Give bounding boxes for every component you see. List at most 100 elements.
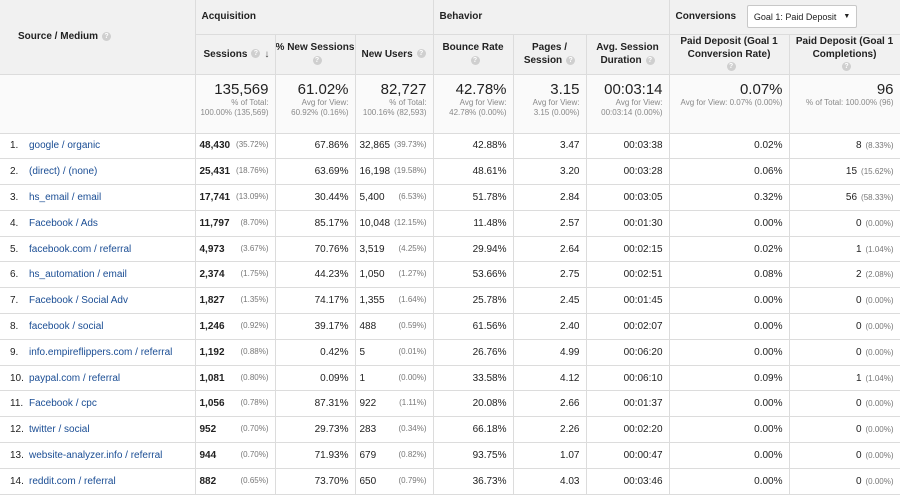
table-row: 3. hs_email / email 17,741 (13.09%) 30.44%… (0, 184, 900, 211)
help-icon[interactable]: ? (470, 55, 480, 65)
goal-dropdown[interactable]: Goal 1: Paid Deposit ▼ (746, 5, 858, 29)
sessions-value: 11,797 (199, 217, 230, 229)
sessions-value: 25,431 (199, 166, 231, 178)
completions-percent: (0.00%) (865, 476, 894, 486)
sessions-header-label: Sessions (203, 48, 248, 60)
new-sessions-header[interactable]: % New Sessions? (275, 33, 356, 75)
source-medium-link[interactable]: website-analyzer.info / referral (29, 449, 163, 461)
pages-session-cell: 1.07 (513, 442, 587, 469)
new-users-header-label: New Users (361, 48, 413, 60)
avg-duration-cell: 00:00:47 (586, 442, 670, 469)
row-number: 7. (10, 295, 19, 307)
source-medium-link[interactable]: Facebook / Social Adv (29, 295, 128, 307)
avg-duration-cell: 00:01:30 (586, 210, 670, 237)
completions-percent: (58.33%) (861, 192, 894, 202)
totals-new-users: 82,727% of Total: 100.16% (82,593) (355, 74, 434, 134)
table-row: 2. (direct) / (none) 25,431 (18.76%) 63.69… (0, 158, 900, 186)
pages-session-cell: 4.03 (513, 468, 587, 495)
new-users-header[interactable]: New Users? (355, 33, 434, 75)
bounce-rate-header[interactable]: Bounce Rate? (433, 33, 514, 75)
completions-cell: 15 (15.62%) (789, 158, 900, 186)
conversion-rate-cell: 0.00% (669, 339, 790, 366)
source-medium-link[interactable]: Facebook / Ads (29, 217, 98, 229)
help-icon[interactable]: ? (312, 55, 322, 65)
sessions-cell: 1,056 (0.78%) (195, 390, 276, 418)
source-medium-link[interactable]: Facebook / cpc (29, 398, 97, 410)
source-cell: 11. Facebook / cpc (0, 390, 196, 418)
row-number: 10. (10, 372, 24, 384)
completions-header[interactable]: Paid Deposit (Goal 1 Completions)? (789, 33, 900, 75)
help-icon[interactable]: ? (566, 55, 576, 65)
source-medium-link[interactable]: (direct) / (none) (29, 166, 98, 178)
sessions-header[interactable]: Sessions? ↓ (195, 33, 276, 75)
totals-completions-value: 96 (876, 80, 894, 98)
new-sessions-cell: 85.17% (275, 210, 356, 237)
completions-percent: (1.04%) (865, 373, 894, 383)
completions-value: 56 (845, 191, 858, 203)
completions-percent: (0.00%) (865, 321, 894, 331)
totals-bounce-sub: Avg for View: 42.78% (0.00%) (449, 97, 507, 117)
source-medium-link[interactable]: info.empireflippers.com / referral (29, 346, 173, 358)
completions-cell: 0 (0.00%) (789, 339, 900, 366)
source-medium-link[interactable]: facebook.com / referral (29, 243, 132, 255)
new-sessions-cell: 70.76% (275, 236, 356, 263)
help-icon[interactable]: ? (645, 55, 655, 65)
sessions-percent: (0.65%) (240, 475, 269, 485)
conversion-rate-cell: 0.00% (669, 390, 790, 418)
table-row: 12. twitter / social 952 (0.70%) 29.73% 28… (0, 416, 900, 444)
source-cell: 3. hs_email / email (0, 184, 196, 211)
help-icon[interactable]: ? (726, 62, 736, 72)
completions-cell: 0 (0.00%) (789, 287, 900, 315)
avg-duration-header[interactable]: Avg. Session Duration? (586, 33, 670, 75)
totals-conv-rate-sub: Avg for View: 0.07% (0.00%) (680, 97, 783, 107)
totals-sessions-value: 135,569 (214, 80, 269, 98)
pages-session-header[interactable]: Pages / Session? (513, 33, 587, 75)
source-medium-label: Source / Medium (18, 31, 99, 43)
completions-cell: 56 (58.33%) (789, 184, 900, 211)
sessions-percent: (8.70%) (240, 217, 269, 227)
help-icon[interactable]: ? (416, 49, 426, 59)
sessions-percent: (13.09%) (236, 191, 269, 201)
new-sessions-cell: 0.42% (275, 339, 356, 366)
sessions-percent: (1.35%) (240, 295, 269, 305)
table-row: 11. Facebook / cpc 1,056 (0.78%) 87.31% 92… (0, 390, 900, 418)
bounce-rate-cell: 48.61% (433, 158, 514, 186)
sessions-percent: (18.76%) (236, 166, 269, 176)
help-icon[interactable]: ? (842, 62, 852, 72)
source-medium-link[interactable]: facebook / social (29, 320, 104, 332)
new-sessions-cell: 87.31% (275, 390, 356, 418)
sort-down-arrow-icon[interactable]: ↓ (264, 48, 270, 60)
completions-value: 0 (855, 320, 862, 332)
new-users-value: 488 (359, 320, 377, 332)
source-medium-link[interactable]: twitter / social (29, 424, 90, 436)
source-medium-link[interactable]: hs_automation / email (29, 269, 127, 281)
new-users-cell: 32,865 (39.73%) (355, 133, 434, 160)
completions-value: 1 (855, 243, 862, 255)
source-medium-link[interactable]: google / organic (29, 140, 101, 152)
source-cell: 10. paypal.com / referral (0, 365, 196, 392)
conversion-rate-cell: 0.08% (669, 261, 790, 289)
new-users-percent: (0.00%) (398, 372, 427, 382)
completions-value: 0 (855, 449, 862, 461)
row-number: 5. (10, 243, 19, 255)
conversions-group-header: Conversions Goal 1: Paid Deposit ▼ (669, 0, 900, 35)
source-medium-header[interactable]: Source / Medium? (0, 0, 196, 75)
totals-bounce: 42.78% Avg for View: 42.78% (0.00%) (433, 74, 514, 134)
totals-row: 135,569% of Total: 100.00% (135,569) 61.… (0, 74, 900, 134)
completions-value: 0 (855, 398, 862, 410)
completions-value: 0 (855, 475, 862, 487)
row-number: 9. (10, 346, 19, 358)
help-icon[interactable]: ? (251, 49, 261, 59)
row-number: 8. (10, 320, 19, 332)
sessions-value: 48,430 (199, 140, 231, 152)
pages-session-cell: 2.64 (513, 236, 587, 263)
conversion-rate-header[interactable]: Paid Deposit (Goal 1 Conversion Rate)? (669, 33, 790, 75)
group-header-row: Source / Medium? Acquisition Behavior Co… (0, 0, 900, 75)
completions-value: 15 (845, 166, 858, 178)
source-medium-link[interactable]: hs_email / email (29, 191, 102, 203)
completions-cell: 1 (1.04%) (789, 236, 900, 263)
source-medium-link[interactable]: reddit.com / referral (29, 475, 116, 487)
source-medium-link[interactable]: paypal.com / referral (29, 372, 121, 384)
help-icon[interactable]: ? (102, 32, 112, 42)
new-users-value: 32,865 (359, 140, 391, 152)
